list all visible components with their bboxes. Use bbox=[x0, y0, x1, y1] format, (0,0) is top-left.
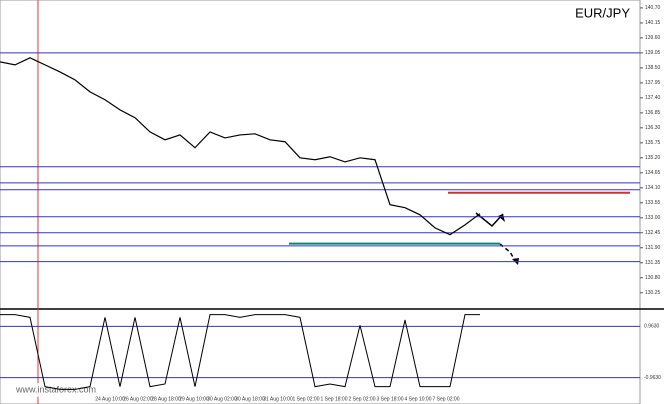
y-tick-label: 136.85 bbox=[645, 110, 661, 116]
x-tick-label: 3 Sep 18:00 bbox=[377, 396, 404, 402]
y-tick-label: 139.60 bbox=[645, 35, 661, 41]
y-tick-label: 135.20 bbox=[645, 155, 661, 161]
y-tick-label: 134.65 bbox=[645, 170, 661, 176]
y-tick-label: 131.35 bbox=[645, 260, 661, 266]
x-tick-label: 29 Aug 10:00 bbox=[179, 396, 209, 402]
y-tick-label: 140.70 bbox=[645, 5, 661, 11]
x-tick-label: 7 Sep 02:00 bbox=[433, 396, 460, 402]
price-line bbox=[0, 57, 481, 236]
chart-title: EUR/JPY bbox=[575, 5, 630, 20]
y-tick-label: 131.90 bbox=[645, 245, 661, 251]
oscillator-line bbox=[0, 314, 480, 390]
y-tick-label: 137.40 bbox=[645, 95, 661, 101]
x-tick-label: 1 Sep 18:00 bbox=[321, 396, 348, 402]
y-tick-label: 135.75 bbox=[645, 140, 661, 146]
osc-tick-label: -0.9630 bbox=[644, 375, 661, 381]
y-tick-label: 140.15 bbox=[645, 20, 661, 26]
y-tick-label: 130.25 bbox=[645, 290, 661, 296]
osc-tick-label: 0.9630 bbox=[644, 324, 660, 330]
y-tick-label: 139.05 bbox=[645, 50, 661, 56]
y-tick-label: 137.95 bbox=[645, 80, 661, 86]
y-tick-label: 133.55 bbox=[645, 200, 661, 206]
forecast-arrow bbox=[475, 212, 504, 228]
y-tick-label: 134.10 bbox=[645, 185, 661, 191]
arrow-head bbox=[498, 214, 505, 222]
y-tick-label: 136.30 bbox=[645, 125, 661, 131]
y-tick-label: 130.80 bbox=[645, 275, 661, 281]
watermark: www.instaforex.com bbox=[15, 384, 96, 394]
x-tick-label: 24 Aug 10:00 bbox=[95, 396, 125, 402]
watermark-bg bbox=[2, 383, 104, 397]
x-tick-label: 4 Sep 10:00 bbox=[405, 396, 432, 402]
plot-frame bbox=[0, 0, 641, 404]
x-tick-label: 30 Aug 02:00 bbox=[207, 396, 237, 402]
x-tick-label: 28 Aug 18:00 bbox=[151, 396, 181, 402]
x-tick-label: 2 Sep 02:00 bbox=[349, 396, 376, 402]
x-tick-label: 31 Aug 10:00 bbox=[263, 396, 293, 402]
x-tick-label: 1 Sep 02:00 bbox=[293, 396, 320, 402]
x-tick-label: 26 Aug 02:00 bbox=[123, 396, 153, 402]
x-tick-label: 30 Aug 18:00 bbox=[235, 396, 265, 402]
y-tick-label: 132.45 bbox=[645, 230, 661, 236]
y-tick-label: 133.00 bbox=[645, 215, 661, 221]
y-tick-label: 138.50 bbox=[645, 65, 661, 71]
